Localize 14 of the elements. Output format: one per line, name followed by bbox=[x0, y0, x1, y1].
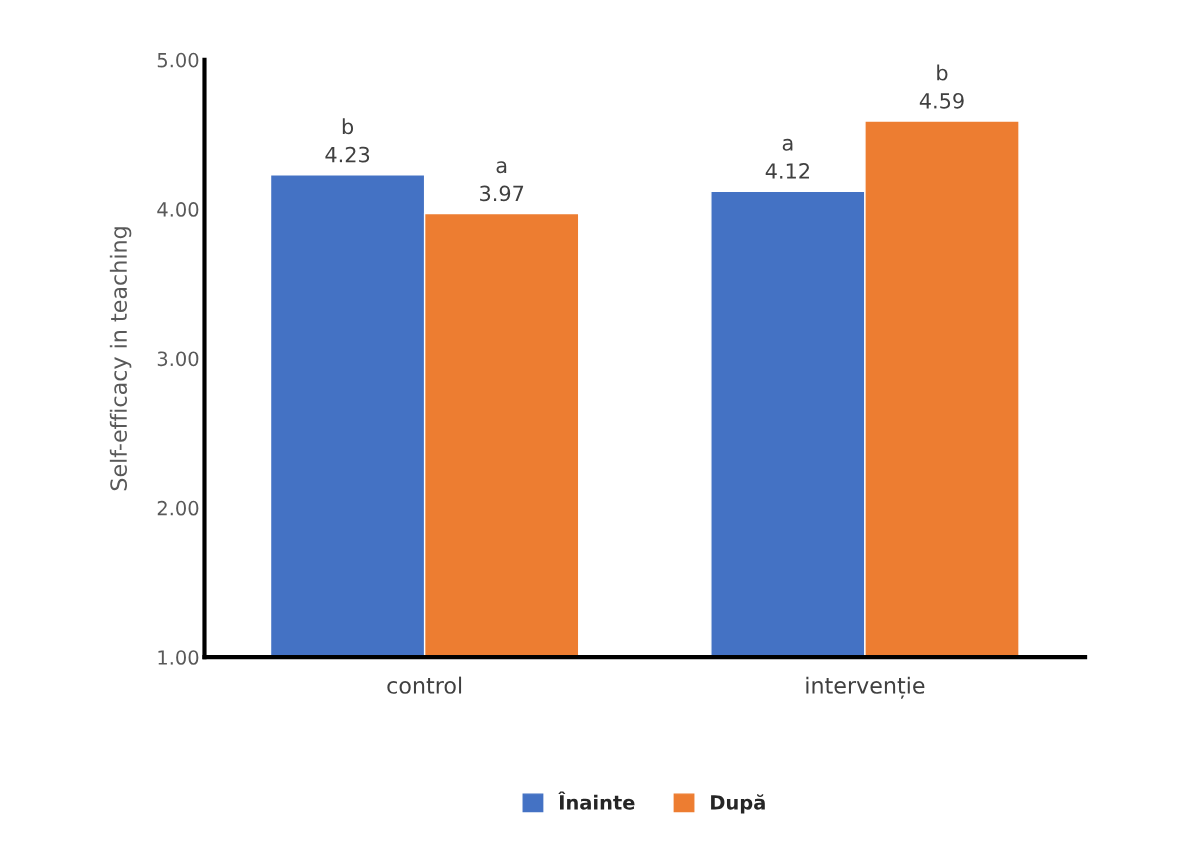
data-label: a 3.97 bbox=[480, 161, 524, 202]
data-label: b 4.59 bbox=[919, 64, 964, 109]
x-tick-label: control bbox=[387, 676, 462, 694]
y-axis-title: Self-efficacy in teaching bbox=[109, 227, 132, 491]
legend-label: Înainte bbox=[558, 791, 635, 810]
x-tick-label: intervenție bbox=[806, 676, 925, 699]
data-label: a 4.12 bbox=[765, 138, 809, 179]
y-tick-label: 2.00 bbox=[157, 500, 199, 516]
y-tick-label: 1.00 bbox=[158, 650, 199, 665]
y-tick-label: 3.00 bbox=[157, 351, 199, 367]
legend-label: După bbox=[711, 794, 765, 814]
y-tick-label: 5.00 bbox=[157, 52, 199, 68]
y-tick-label: 4.00 bbox=[157, 202, 199, 217]
data-label: b 4.23 bbox=[325, 118, 370, 163]
